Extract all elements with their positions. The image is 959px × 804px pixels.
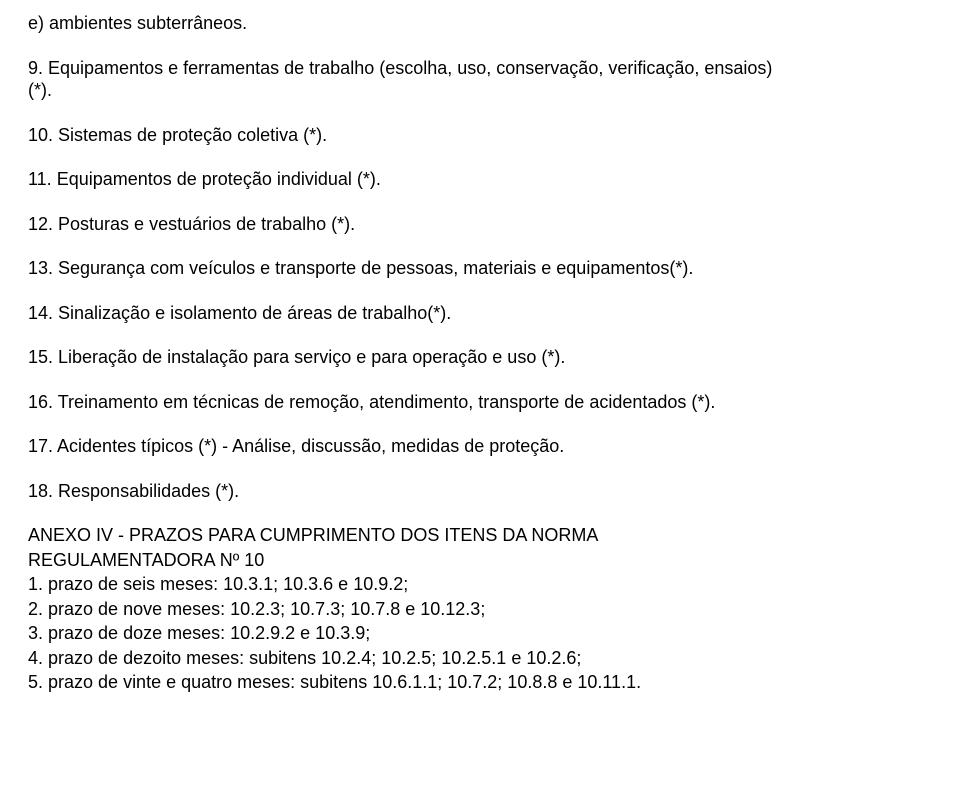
anexo-block: ANEXO IV - PRAZOS PARA CUMPRIMENTO DOS I…: [28, 524, 911, 694]
anexo-item-5: 5. prazo de vinte e quatro meses: subite…: [28, 671, 911, 694]
list-item-9-line2: (*).: [28, 79, 911, 102]
anexo-item-3: 3. prazo de doze meses: 10.2.9.2 e 10.3.…: [28, 622, 911, 645]
list-item-10: 10. Sistemas de proteção coletiva (*).: [28, 124, 911, 147]
list-item-15: 15. Liberação de instalação para serviço…: [28, 346, 911, 369]
list-item-9-line1: 9. Equipamentos e ferramentas de trabalh…: [28, 57, 911, 80]
anexo-title-line2: REGULAMENTADORA Nº 10: [28, 549, 911, 572]
list-item-e: e) ambientes subterrâneos.: [28, 12, 911, 35]
anexo-item-1: 1. prazo de seis meses: 10.3.1; 10.3.6 e…: [28, 573, 911, 596]
document-page: e) ambientes subterrâneos. 9. Equipament…: [0, 0, 959, 804]
list-item-9: 9. Equipamentos e ferramentas de trabalh…: [28, 57, 911, 102]
list-item-14: 14. Sinalização e isolamento de áreas de…: [28, 302, 911, 325]
anexo-item-2: 2. prazo de nove meses: 10.2.3; 10.7.3; …: [28, 598, 911, 621]
list-item-17: 17. Acidentes típicos (*) - Análise, dis…: [28, 435, 911, 458]
list-item-13: 13. Segurança com veículos e transporte …: [28, 257, 911, 280]
list-item-11: 11. Equipamentos de proteção individual …: [28, 168, 911, 191]
list-item-12: 12. Posturas e vestuários de trabalho (*…: [28, 213, 911, 236]
list-item-18: 18. Responsabilidades (*).: [28, 480, 911, 503]
list-item-16: 16. Treinamento em técnicas de remoção, …: [28, 391, 911, 414]
anexo-item-4: 4. prazo de dezoito meses: subitens 10.2…: [28, 647, 911, 670]
anexo-title-line1: ANEXO IV - PRAZOS PARA CUMPRIMENTO DOS I…: [28, 524, 911, 547]
